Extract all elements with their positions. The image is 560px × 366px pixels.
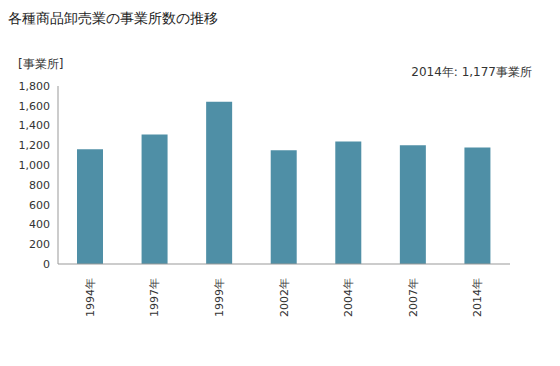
- svg-text:1994年: 1994年: [84, 278, 97, 317]
- svg-text:800: 800: [29, 179, 50, 192]
- svg-text:200: 200: [29, 238, 50, 251]
- svg-text:2004年: 2004年: [342, 278, 355, 317]
- svg-text:1,200: 1,200: [19, 139, 51, 152]
- svg-text:1,800: 1,800: [19, 80, 51, 93]
- svg-text:2007年: 2007年: [407, 278, 420, 317]
- svg-text:400: 400: [29, 218, 50, 231]
- svg-text:2014年: 2014年: [471, 278, 484, 317]
- svg-text:600: 600: [29, 199, 50, 212]
- svg-text:0: 0: [43, 258, 50, 271]
- svg-text:1,000: 1,000: [19, 159, 51, 172]
- html-text:各種商品卸売業の事業所数の推移: 各種商品卸売業の事業所数の推移: [8, 10, 218, 26]
- html-text:2014年: 1,177事業所: 2014年: 1,177事業所: [411, 65, 532, 79]
- html-text:[事業所]: [事業所]: [18, 57, 64, 71]
- svg-text:1,600: 1,600: [19, 100, 51, 113]
- svg-text:2002年: 2002年: [278, 278, 291, 317]
- svg-text:1,400: 1,400: [19, 119, 51, 132]
- svg-text:1997年: 1997年: [148, 278, 161, 317]
- svg-text:1999年: 1999年: [213, 278, 226, 317]
